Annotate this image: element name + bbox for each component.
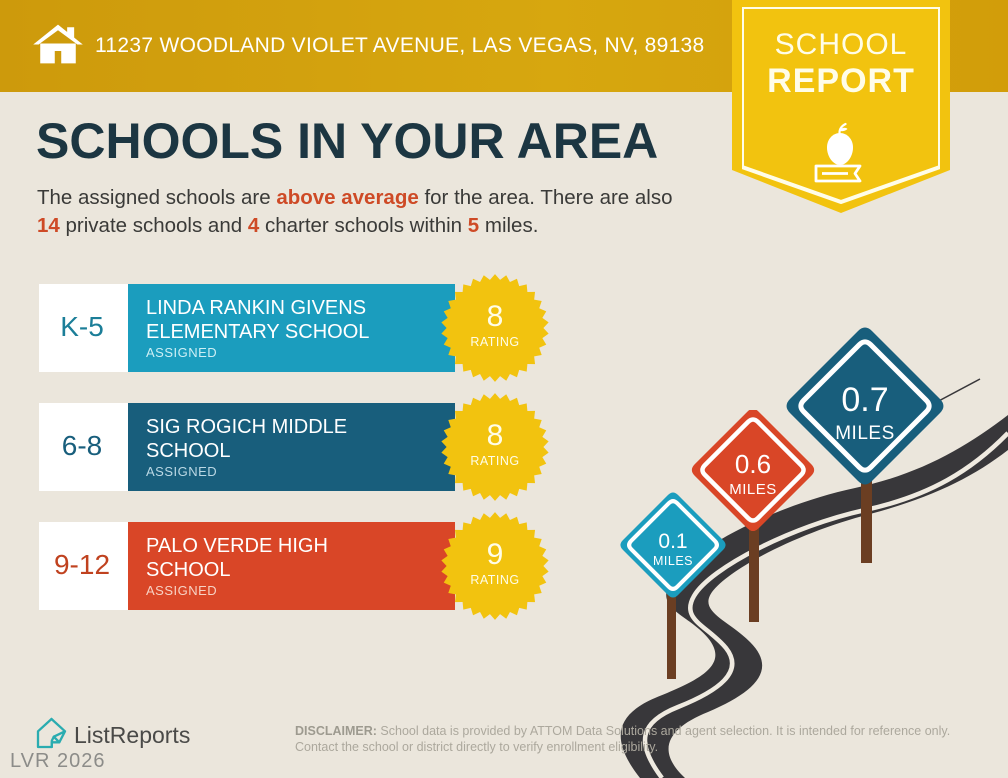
svg-text:0.7: 0.7 [841, 381, 888, 419]
svg-text:MILES: MILES [835, 423, 895, 444]
svg-text:MILES: MILES [729, 481, 777, 498]
svg-text:MILES: MILES [653, 554, 693, 568]
svg-text:0.6: 0.6 [735, 449, 771, 479]
svg-text:0.1: 0.1 [658, 530, 687, 553]
